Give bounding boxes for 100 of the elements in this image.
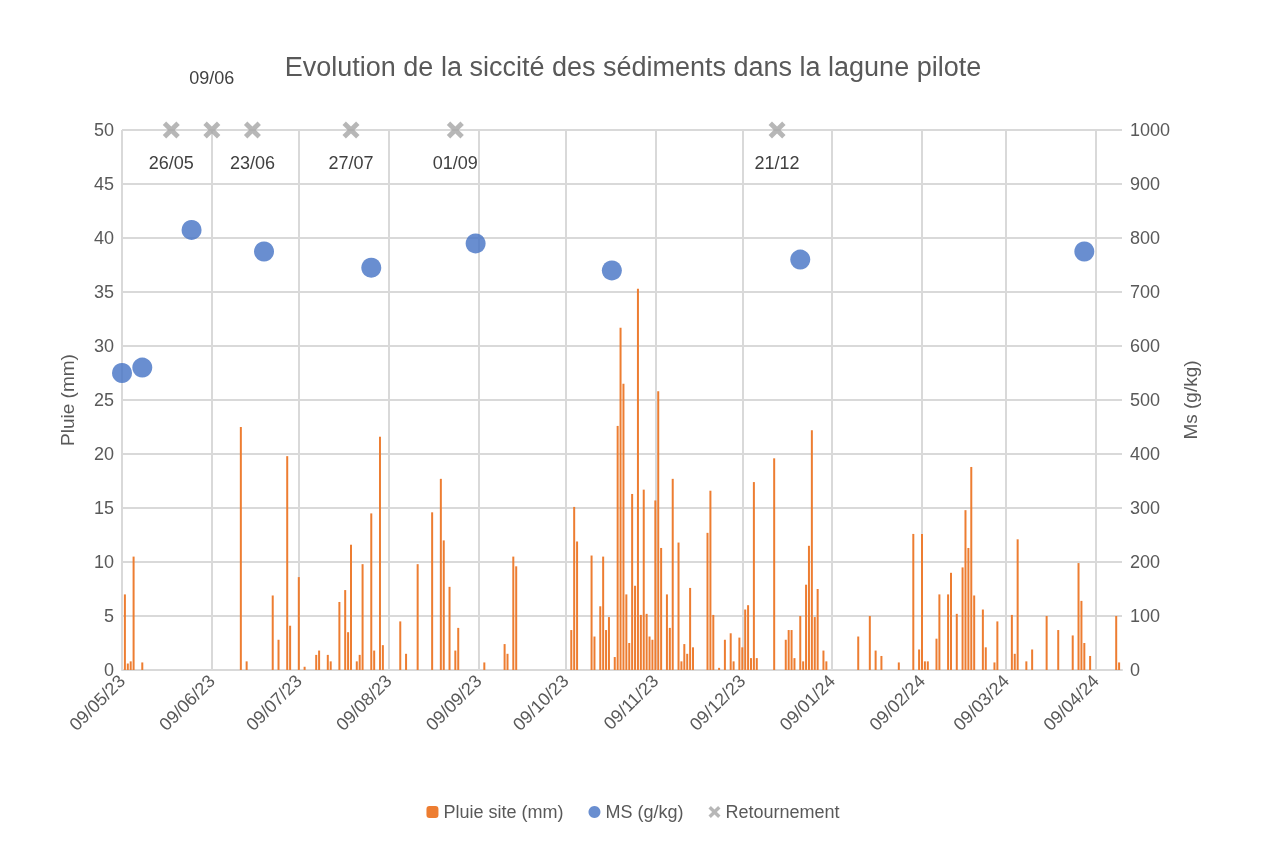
annotation: 09/06: [189, 68, 235, 88]
bar: [816, 589, 819, 670]
annotation: 01/09: [432, 153, 478, 173]
bar: [921, 533, 923, 670]
y-tick-label: 30: [93, 336, 114, 356]
bar: [857, 636, 860, 670]
y2-tick-label: 200: [1130, 552, 1161, 572]
y-tick-label: 45: [93, 174, 114, 194]
bar: [787, 630, 790, 670]
bar: [457, 627, 460, 670]
bar: [619, 327, 622, 670]
bar: [1071, 635, 1074, 670]
bar: [439, 478, 442, 670]
bar: [1010, 614, 1013, 670]
y-tick-label: 15: [93, 498, 114, 518]
point: [465, 233, 486, 254]
bar: [326, 654, 329, 670]
bar: [955, 613, 958, 670]
point: [361, 257, 382, 278]
bar: [286, 456, 289, 670]
bar: [431, 512, 434, 670]
y-tick-label: 5: [103, 606, 114, 626]
bar: [718, 667, 721, 670]
bar: [512, 556, 515, 670]
y2-tick-label: 500: [1130, 390, 1161, 410]
bar: [665, 594, 668, 670]
legend-label: MS (g/kg): [605, 802, 684, 822]
y2-tick-label: 600: [1130, 336, 1161, 356]
legend-label: Retournement: [725, 802, 840, 822]
annotation: 23/06: [229, 153, 275, 173]
bar: [361, 564, 364, 670]
bar: [747, 605, 750, 670]
bar: [683, 644, 686, 670]
legend-label: Pluie site (mm): [443, 802, 564, 822]
y-tick-label: 40: [93, 228, 114, 248]
bar: [996, 621, 999, 670]
bar: [1057, 630, 1060, 670]
bar: [602, 556, 605, 670]
bar: [573, 506, 576, 670]
bar: [790, 630, 793, 670]
bar: [344, 590, 347, 670]
bar: [245, 661, 248, 670]
bar: [405, 653, 408, 670]
bar: [926, 661, 929, 670]
bar: [1115, 616, 1118, 670]
bar: [729, 633, 732, 670]
bar: [981, 609, 984, 670]
bar: [938, 594, 941, 670]
bar: [123, 594, 126, 670]
bar: [677, 542, 680, 670]
bar: [1031, 649, 1034, 670]
bar: [964, 510, 967, 670]
bar: [949, 572, 952, 670]
bar: [709, 490, 712, 670]
y2-tick-label: 1000: [1130, 120, 1171, 140]
bar: [799, 616, 802, 670]
bar: [378, 436, 381, 670]
bar: [689, 587, 692, 670]
annotation: 27/07: [328, 153, 374, 173]
annotation: 21/12: [754, 153, 800, 173]
y-tick-label: 25: [93, 390, 114, 410]
bar: [970, 466, 973, 670]
bar: [810, 430, 813, 670]
bar: [349, 544, 352, 670]
y2-tick-label: 300: [1130, 498, 1161, 518]
bar: [318, 650, 321, 670]
bar: [483, 662, 486, 670]
point: [601, 260, 622, 281]
y2-tick-label: 0: [1130, 660, 1141, 680]
bar: [657, 391, 660, 670]
bar: [271, 595, 274, 670]
bar: [590, 555, 593, 670]
y-tick-label: 10: [93, 552, 114, 572]
bar: [1016, 539, 1019, 670]
bar: [874, 650, 877, 670]
point: [254, 241, 275, 262]
point: [1074, 241, 1095, 262]
bar: [880, 655, 883, 670]
chart-title: Evolution de la siccité des sédiments dans la lagune pilote: [284, 51, 982, 82]
bar: [239, 427, 242, 670]
point: [112, 363, 132, 383]
y-tick-label: 35: [93, 282, 114, 302]
bar: [723, 639, 726, 670]
y2-tick-label: 900: [1130, 174, 1161, 194]
y2-tick-label: 400: [1130, 444, 1161, 464]
bar: [132, 556, 135, 670]
point: [132, 357, 153, 378]
bar: [1045, 616, 1048, 670]
point: [181, 219, 202, 240]
bar: [744, 609, 747, 670]
bar: [752, 482, 755, 670]
bar: [416, 564, 419, 670]
y2-tick-label: 100: [1130, 606, 1161, 626]
bar: [399, 621, 402, 670]
bar: [868, 616, 871, 670]
y2-tick-label: 700: [1130, 282, 1161, 302]
bar: [277, 639, 280, 670]
bar: [636, 288, 639, 670]
annotation: 26/05: [148, 153, 194, 173]
point: [790, 249, 811, 270]
